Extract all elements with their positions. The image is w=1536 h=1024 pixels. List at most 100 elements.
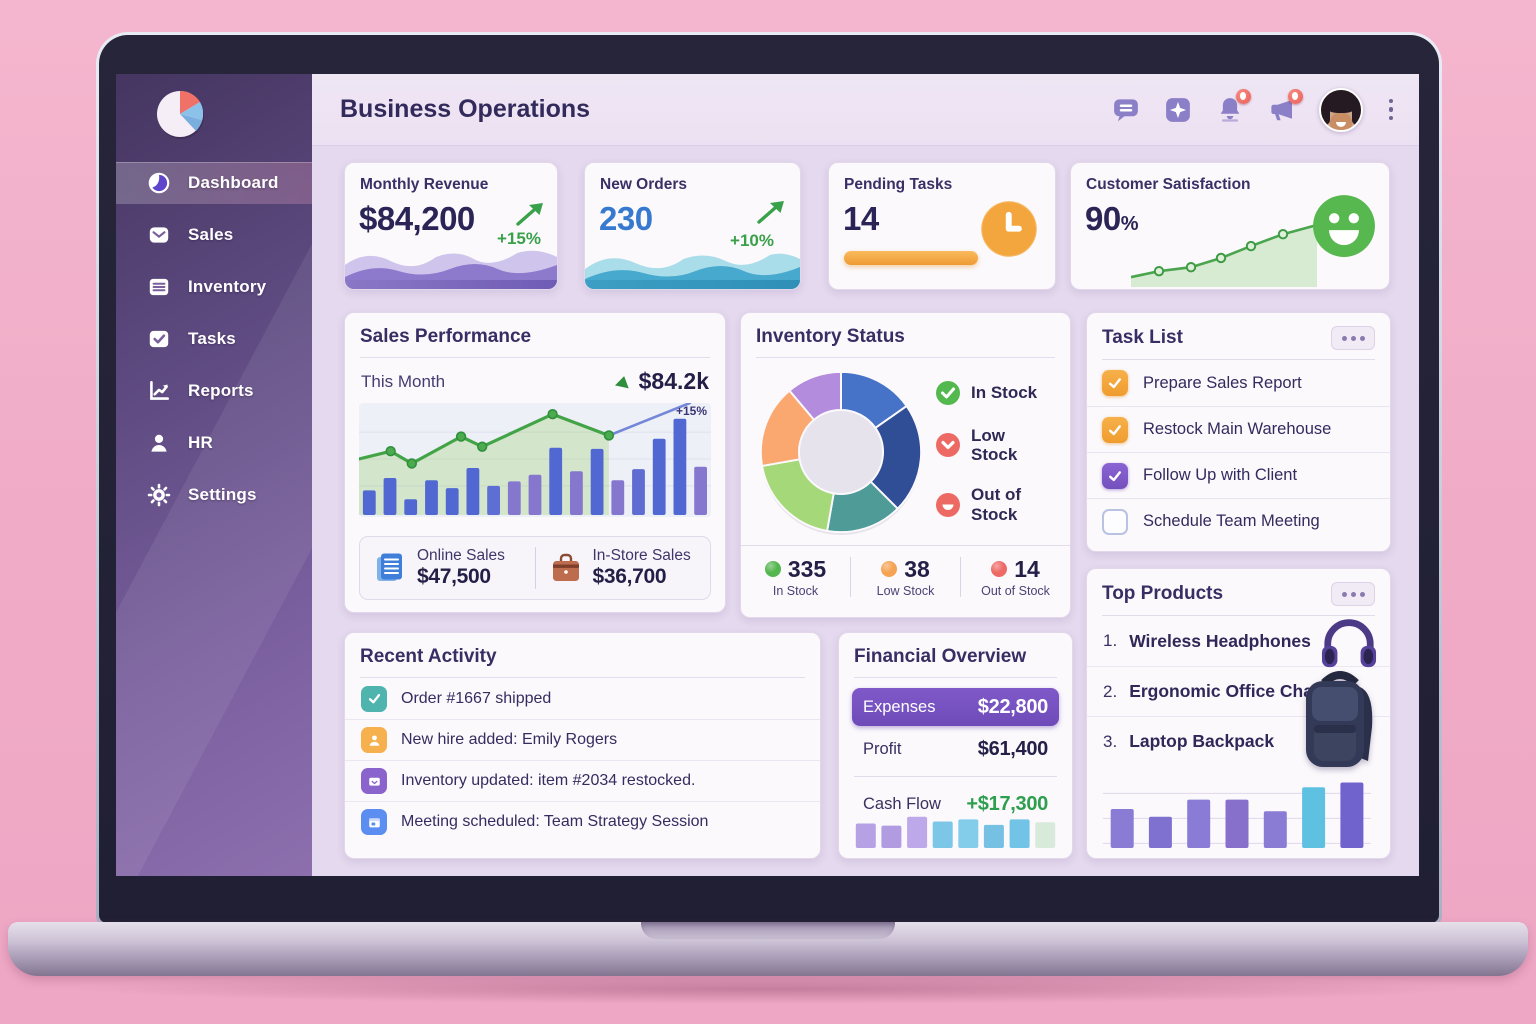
notification-badge [1235,88,1251,104]
panel-title: Inventory Status [756,326,905,347]
kpi-value: 14 [843,200,879,237]
recent-activity-panel: Recent Activity Order #1667 shipped New … [344,632,821,859]
panel-title: Task List [1102,327,1183,348]
check-circle-icon [936,380,960,405]
sidebar-item-label: Tasks [188,329,236,348]
laptop-shadow [70,974,1470,1004]
divider [534,547,536,589]
green-dot-icon [764,561,781,577]
more-options-button[interactable] [1331,582,1375,606]
chart-annotation: +15% [675,404,707,418]
sidebar-nav: Dashboard Sales Inventory [116,162,312,526]
notifications-bell-icon[interactable] [1215,88,1251,125]
activity-item: Inventory updated: item #2034 restocked. [345,760,820,801]
task-item[interactable]: Prepare Sales Report [1087,360,1390,406]
list-icon [146,274,172,300]
divider [1102,615,1375,616]
task-item[interactable]: Restock Main Warehouse [1087,406,1390,452]
briefcase-icon [552,553,579,581]
topbar: Business Operations [312,74,1419,146]
instore-sales-label: In-Store Sales [592,547,691,564]
card-accent-strip [345,280,557,289]
task-checkbox[interactable] [1102,508,1128,535]
divider [1102,359,1375,360]
sales-chart-svg [357,401,711,515]
legend-item-out-of-stock: Out of Stock [935,485,1055,524]
sidebar-item-inventory[interactable]: Inventory [116,266,312,308]
kpi-value: $84,200 [359,200,475,237]
sidebar-item-label: Dashboard [188,173,279,192]
gear-icon [146,482,172,508]
dashboard-main: Monthly Revenue $84,200 +15% New Orders … [312,146,1419,876]
sidebar-item-sales[interactable]: Sales [116,214,312,256]
satisfaction-sparkline [1131,223,1318,287]
laptop-lid: Dashboard Sales Inventory [96,32,1442,926]
task-checkbox[interactable] [1102,462,1128,489]
online-sales-value: $47,500 [417,565,491,588]
dashboard-icon [146,170,172,196]
task-item[interactable]: Schedule Team Meeting [1087,498,1390,544]
sales-footer: Online Sales $47,500 [359,536,711,600]
more-options-button[interactable] [1331,326,1375,350]
sidebar-item-tasks[interactable]: Tasks [116,318,312,360]
online-sales: Online Sales $47,500 [360,547,535,589]
expenses-row: Expenses $22,800 [852,688,1059,726]
topbar-icons [1111,87,1398,132]
out-circle-icon [936,492,960,517]
activity-item: Order #1667 shipped [345,678,820,719]
online-sales-label: Online Sales [417,547,505,564]
check-square-icon [146,326,172,352]
kpi-card-monthly-revenue: Monthly Revenue $84,200 +15% [344,162,558,290]
person-icon [146,430,172,456]
avatar-smile [1335,121,1346,127]
top-products-panel: Top Products 1. Wireless Headphones 2. E… [1086,568,1391,859]
instore-sales-value: $36,700 [592,565,667,588]
divider [854,677,1057,678]
sidebar-item-settings[interactable]: Settings [116,474,312,516]
kpi-card-pending-tasks: Pending Tasks 14 [828,162,1056,290]
pending-tasks-progress-bar [844,251,978,265]
product-item: 2. Ergonomic Office Chair [1087,666,1390,716]
messages-icon[interactable] [1111,95,1141,125]
sidebar-item-label: HR [188,433,213,452]
kebab-menu-icon[interactable] [1385,95,1398,125]
notification-badge [1287,88,1303,104]
sidebar-item-hr[interactable]: HR [116,422,312,464]
divider [756,357,1055,358]
kpi-delta: +10% [730,231,774,250]
growth-arrow-icon [757,201,784,224]
clock-icon [980,200,1038,258]
inventory-stats: 335 In Stock 38 Low Stock 14 O [741,545,1070,607]
task-item[interactable]: Follow Up with Client [1087,452,1390,498]
sidebar-item-label: Sales [188,225,234,244]
document-icon [377,553,402,581]
red-dot-icon [991,561,1008,577]
activity-item: New hire added: Emily Rogers [345,719,820,760]
page-title: Business Operations [340,95,591,123]
avatar[interactable] [1318,87,1363,132]
kpi-label: Pending Tasks [844,176,953,193]
calendar-icon [361,809,387,835]
line-chart-icon [146,378,172,404]
apps-icon[interactable] [1163,95,1193,125]
task-checkbox[interactable] [1102,416,1128,443]
task-list-panel: Task List Prepare Sales Report Restock M… [1086,312,1391,552]
legend-item-low-stock: Low Stock [935,426,1055,465]
panel-title: Sales Performance [360,326,532,347]
sidebar-item-reports[interactable]: Reports [116,370,312,412]
mail-icon [146,222,172,248]
task-checkbox[interactable] [1102,370,1128,396]
smiley-icon [1313,195,1375,257]
announcements-icon[interactable] [1267,88,1303,125]
period-value: $84.2k [638,368,709,394]
kpi-unit: % [1120,213,1139,235]
headphones-icon [1321,619,1377,668]
sidebar-item-dashboard[interactable]: Dashboard [116,162,312,204]
profit-row: Profit $61,400 [863,737,1048,760]
financial-bar-chart [855,816,1056,848]
dashboard-app: Dashboard Sales Inventory [116,74,1419,876]
panel-title: Recent Activity [360,646,497,667]
up-triangle-icon [614,374,631,389]
kpi-label: Customer Satisfaction [1086,176,1251,193]
products-bar-chart [1103,782,1371,848]
